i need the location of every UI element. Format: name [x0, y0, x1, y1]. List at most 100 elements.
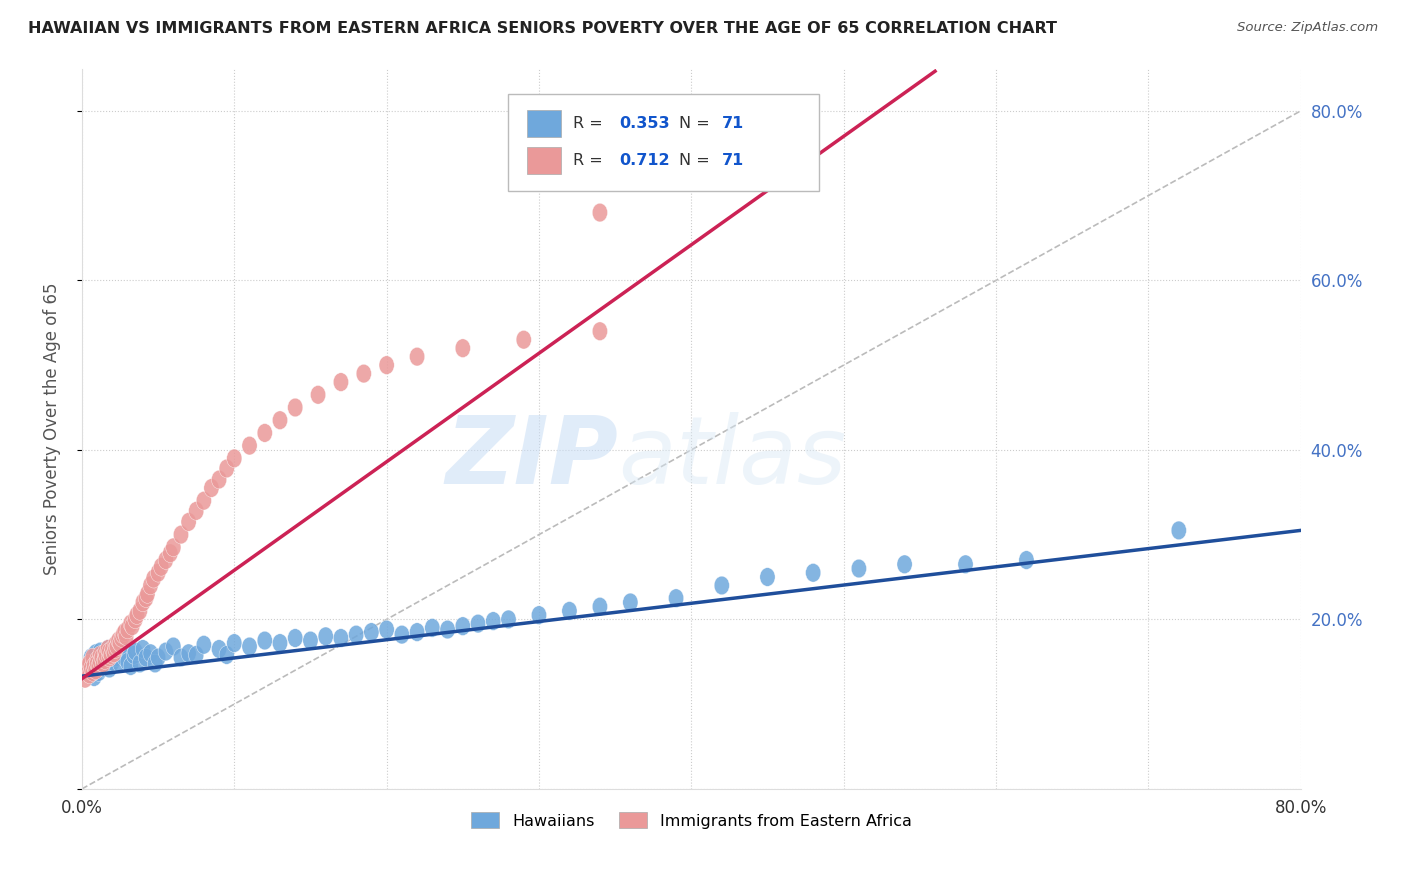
Text: R =: R =	[574, 116, 607, 131]
Ellipse shape	[257, 632, 273, 650]
Text: R =: R =	[574, 153, 607, 169]
Ellipse shape	[111, 644, 127, 663]
Ellipse shape	[97, 644, 112, 663]
Ellipse shape	[110, 637, 125, 656]
Ellipse shape	[1019, 550, 1033, 569]
Ellipse shape	[153, 558, 169, 576]
Ellipse shape	[125, 617, 139, 635]
Ellipse shape	[851, 559, 866, 578]
Ellipse shape	[128, 610, 143, 629]
Ellipse shape	[93, 642, 108, 661]
Ellipse shape	[105, 652, 120, 671]
Ellipse shape	[115, 642, 131, 661]
Legend: Hawaiians, Immigrants from Eastern Africa: Hawaiians, Immigrants from Eastern Afric…	[464, 806, 918, 835]
Ellipse shape	[91, 663, 107, 681]
Ellipse shape	[83, 659, 98, 678]
Ellipse shape	[333, 629, 349, 648]
Text: 71: 71	[721, 116, 744, 131]
Ellipse shape	[143, 644, 157, 663]
Ellipse shape	[242, 637, 257, 656]
Ellipse shape	[197, 635, 211, 654]
Ellipse shape	[105, 640, 120, 658]
Ellipse shape	[150, 564, 166, 582]
Ellipse shape	[425, 618, 440, 637]
Text: Source: ZipAtlas.com: Source: ZipAtlas.com	[1237, 21, 1378, 34]
Ellipse shape	[135, 640, 150, 658]
Ellipse shape	[806, 564, 821, 582]
Ellipse shape	[333, 373, 349, 392]
Ellipse shape	[91, 657, 107, 675]
Ellipse shape	[197, 491, 211, 510]
Ellipse shape	[135, 593, 150, 612]
Ellipse shape	[150, 648, 166, 667]
Ellipse shape	[80, 661, 96, 680]
Ellipse shape	[1171, 521, 1187, 540]
Ellipse shape	[132, 601, 148, 620]
Ellipse shape	[759, 567, 775, 586]
Ellipse shape	[592, 598, 607, 616]
Ellipse shape	[87, 657, 101, 675]
Ellipse shape	[592, 203, 607, 222]
Ellipse shape	[108, 635, 124, 654]
Ellipse shape	[89, 661, 103, 680]
Ellipse shape	[80, 657, 96, 675]
Ellipse shape	[592, 322, 607, 341]
Ellipse shape	[90, 651, 105, 669]
Y-axis label: Seniors Poverty Over the Age of 65: Seniors Poverty Over the Age of 65	[44, 283, 60, 575]
Ellipse shape	[273, 634, 288, 652]
Ellipse shape	[118, 627, 134, 646]
Ellipse shape	[516, 330, 531, 349]
Ellipse shape	[138, 589, 153, 607]
Ellipse shape	[288, 629, 302, 648]
Ellipse shape	[108, 640, 124, 658]
Text: 0.353: 0.353	[620, 116, 671, 131]
Ellipse shape	[120, 652, 135, 671]
Ellipse shape	[897, 555, 912, 574]
Ellipse shape	[89, 644, 103, 663]
Ellipse shape	[204, 479, 219, 498]
Ellipse shape	[157, 642, 173, 661]
Ellipse shape	[485, 612, 501, 631]
Ellipse shape	[471, 615, 485, 633]
Ellipse shape	[623, 593, 638, 612]
Ellipse shape	[143, 576, 157, 595]
Ellipse shape	[957, 555, 973, 574]
Ellipse shape	[356, 364, 371, 383]
Ellipse shape	[96, 654, 111, 673]
Ellipse shape	[101, 642, 117, 661]
Ellipse shape	[124, 615, 138, 633]
Ellipse shape	[98, 654, 114, 673]
Ellipse shape	[117, 623, 132, 641]
Ellipse shape	[257, 424, 273, 442]
Text: atlas: atlas	[619, 412, 846, 503]
Ellipse shape	[380, 356, 394, 375]
Ellipse shape	[82, 654, 97, 673]
Ellipse shape	[94, 648, 110, 667]
Ellipse shape	[103, 646, 118, 665]
FancyBboxPatch shape	[527, 110, 561, 137]
FancyBboxPatch shape	[509, 94, 820, 191]
Ellipse shape	[132, 654, 148, 673]
Text: 71: 71	[721, 153, 744, 169]
Ellipse shape	[157, 550, 173, 569]
Ellipse shape	[456, 339, 471, 358]
Ellipse shape	[242, 436, 257, 455]
Ellipse shape	[112, 634, 128, 652]
Ellipse shape	[219, 646, 235, 665]
Ellipse shape	[103, 646, 118, 665]
FancyBboxPatch shape	[527, 147, 561, 175]
Ellipse shape	[107, 644, 121, 663]
Ellipse shape	[531, 606, 547, 624]
Ellipse shape	[127, 646, 142, 665]
Ellipse shape	[211, 470, 226, 489]
Ellipse shape	[83, 648, 98, 667]
Ellipse shape	[288, 398, 302, 417]
Ellipse shape	[93, 646, 108, 665]
Ellipse shape	[311, 385, 326, 404]
Ellipse shape	[84, 648, 100, 667]
Ellipse shape	[409, 623, 425, 641]
Ellipse shape	[114, 629, 129, 648]
Ellipse shape	[273, 411, 288, 430]
Ellipse shape	[714, 576, 730, 595]
Ellipse shape	[82, 665, 97, 684]
